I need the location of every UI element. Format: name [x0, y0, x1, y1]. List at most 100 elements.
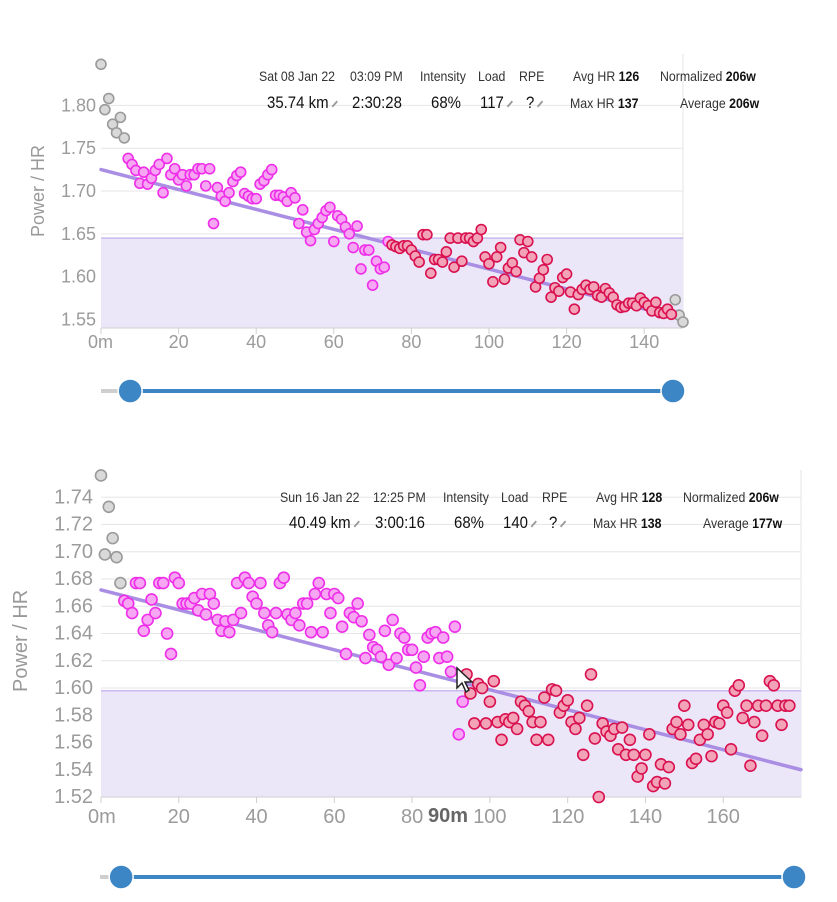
data-point [316, 625, 329, 639]
data-point [106, 531, 119, 545]
normalized-power: Normalized 206w [683, 489, 779, 505]
intensity-value: 68% [431, 93, 461, 112]
y-axis-label: Power / HR [10, 589, 32, 692]
slider-handle-start[interactable] [108, 864, 134, 890]
data-point [114, 576, 127, 590]
data-point [569, 722, 582, 736]
data-point [759, 699, 773, 713]
data-point [99, 103, 111, 116]
data-point [689, 752, 703, 766]
y-tick-label: 1.60 [61, 267, 96, 287]
load-value[interactable]: 140 [503, 513, 538, 533]
data-point [374, 650, 388, 663]
data-point [351, 220, 363, 232]
data-point [487, 674, 501, 688]
data-point [530, 733, 543, 747]
data-point [160, 627, 174, 640]
data-point [521, 235, 534, 248]
distance-text: 40.49 km [289, 513, 351, 532]
data-point [207, 597, 221, 610]
y-tick-label: 1.56 [54, 732, 93, 754]
data-point [658, 777, 672, 790]
data-point [386, 613, 399, 627]
edit-pencil-icon[interactable] [331, 99, 338, 108]
data-point [615, 721, 629, 734]
slider-handle-end[interactable] [781, 864, 807, 890]
data-point [421, 228, 433, 241]
edit-pencil-icon[interactable] [560, 519, 567, 528]
edit-pencil-icon[interactable] [537, 99, 544, 108]
x-tick-label: 40 [246, 332, 266, 352]
distance-value[interactable]: 35.74 km [267, 93, 338, 113]
data-point [456, 695, 469, 708]
data-point [592, 790, 606, 804]
y-tick-label: 1.68 [54, 568, 93, 590]
data-point [553, 285, 565, 297]
y-tick-label: 1.66 [54, 595, 93, 617]
data-point [327, 235, 340, 248]
data-point [588, 732, 602, 745]
data-point [234, 166, 247, 178]
data-point [269, 606, 283, 620]
edit-pencil-icon[interactable] [531, 519, 538, 528]
data-point [545, 291, 557, 303]
data-point [265, 163, 278, 176]
edit-pencil-icon[interactable] [353, 519, 360, 528]
x-tick-label: 0m [88, 806, 116, 828]
data-point [118, 132, 131, 144]
data-point [133, 576, 147, 590]
x-tick-label: 60 [324, 332, 344, 352]
data-point [494, 241, 507, 254]
data-point [623, 733, 637, 747]
data-point [662, 760, 676, 774]
data-point [440, 245, 453, 258]
data-point [479, 717, 493, 730]
x-tick-label: 100 [473, 806, 506, 828]
rpe-label: RPE [519, 68, 545, 84]
data-point [436, 256, 449, 268]
data-point [250, 597, 263, 610]
rpe-value[interactable]: ? [549, 513, 567, 533]
data-point [234, 606, 248, 620]
x-tick-label: 80 [401, 332, 421, 352]
x-tick-label: 140 [629, 806, 662, 828]
rpe-text: ? [526, 93, 535, 112]
average-power: Average 177w [703, 515, 783, 531]
y-tick-label: 1.74 [54, 486, 93, 508]
data-point [293, 619, 306, 632]
edit-pencil-icon[interactable] [506, 99, 514, 108]
y-tick-label: 1.72 [54, 514, 93, 536]
data-point [537, 263, 550, 276]
data-point [226, 613, 240, 627]
y-tick-label: 1.75 [61, 138, 96, 158]
data-point [199, 180, 212, 192]
rpe-value[interactable]: ? [526, 93, 544, 113]
intensity-label: Intensity [443, 489, 489, 505]
x-tick-label: 40 [245, 806, 267, 828]
data-point [398, 631, 411, 644]
normalized-power: Normalized 206w [660, 68, 756, 84]
x-tick-label: 60 [323, 806, 345, 828]
data-point [223, 625, 236, 639]
data-point [324, 201, 336, 214]
data-point [681, 718, 695, 732]
y-tick-label: 1.54 [54, 759, 93, 781]
load-value[interactable]: 117 [480, 93, 514, 113]
slider-handle-start[interactable] [117, 378, 143, 404]
data-point [740, 699, 753, 713]
distance-value[interactable]: 40.49 km [289, 513, 360, 533]
data-point [137, 624, 151, 638]
data-point [487, 275, 499, 288]
data-point [293, 217, 305, 230]
y-tick-label: 1.55 [61, 309, 96, 329]
avg-hr: Avg HR 128 [596, 489, 663, 505]
data-point [312, 576, 326, 590]
slider-handle-end[interactable] [660, 378, 686, 404]
data-point [172, 576, 186, 590]
data-point [351, 597, 364, 610]
data-point [265, 625, 279, 639]
data-point [650, 296, 662, 309]
data-point [665, 308, 678, 321]
data-point [534, 715, 547, 729]
